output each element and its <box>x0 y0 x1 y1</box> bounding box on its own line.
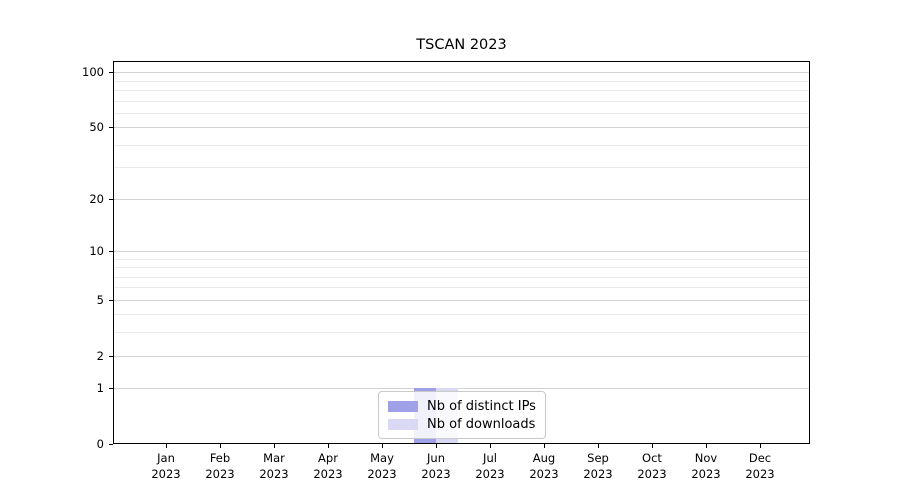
y-tick-mark <box>109 444 113 445</box>
x-tick-year: 2023 <box>637 466 667 481</box>
x-tick-month: Oct <box>642 451 662 465</box>
y-tick-mark <box>109 127 113 129</box>
legend-swatch-downloads <box>388 418 418 430</box>
x-tick-mark <box>760 444 761 448</box>
x-tick-mark <box>598 444 599 448</box>
minor-gridline <box>113 100 810 102</box>
y-tick-label: 100 <box>82 65 104 80</box>
y-tick-label: 50 <box>89 120 104 135</box>
x-tick-month: Feb <box>209 451 231 465</box>
legend-swatch-distinct-ips <box>388 400 418 412</box>
x-tick-year: 2023 <box>313 466 343 481</box>
minor-gridline <box>113 267 810 268</box>
x-tick-year: 2023 <box>259 466 289 481</box>
major-gridline <box>113 355 810 357</box>
x-tick-label: Dec 2023 <box>730 451 790 482</box>
major-gridline <box>113 299 810 301</box>
y-tick-label: 10 <box>89 243 104 258</box>
x-tick-label: Jan 2023 <box>136 451 196 482</box>
x-tick-year: 2023 <box>151 466 181 481</box>
x-tick-year: 2023 <box>745 466 775 481</box>
y-tick-mark <box>109 388 113 390</box>
x-tick-mark <box>328 444 329 448</box>
y-tick-label: 0 <box>96 437 104 451</box>
x-tick-label: Jul 2023 <box>460 451 520 482</box>
y-tick-label: 5 <box>96 292 104 307</box>
x-tick-label: Mar 2023 <box>244 451 304 482</box>
x-tick-year: 2023 <box>583 466 613 481</box>
minor-gridline <box>113 332 810 334</box>
x-tick-mark <box>382 444 383 448</box>
x-tick-month: May <box>370 451 394 465</box>
x-tick-month: Jul <box>483 451 497 465</box>
x-tick-year: 2023 <box>475 466 505 481</box>
x-tick-month: Apr <box>318 451 338 465</box>
legend-label-downloads: Nb of downloads <box>427 416 536 432</box>
x-tick-mark <box>436 444 437 448</box>
minor-gridline <box>113 89 810 91</box>
major-gridline <box>113 72 810 74</box>
x-tick-label: Aug 2023 <box>514 451 574 482</box>
x-tick-month: Mar <box>263 451 285 465</box>
x-tick-mark <box>220 444 221 448</box>
y-tick-mark <box>109 299 113 301</box>
x-tick-year: 2023 <box>367 466 397 481</box>
y-tick-mark <box>109 72 113 74</box>
x-tick-year: 2023 <box>205 466 235 481</box>
y-tick-mark <box>109 198 113 200</box>
major-gridline <box>113 388 810 390</box>
minor-gridline <box>113 276 810 278</box>
x-tick-mark <box>490 444 491 448</box>
minor-gridline <box>113 287 810 289</box>
x-tick-year: 2023 <box>529 466 559 481</box>
x-tick-label: Jun 2023 <box>406 451 466 482</box>
x-tick-label: Apr 2023 <box>298 451 358 482</box>
x-tick-year: 2023 <box>421 466 451 481</box>
x-tick-month: Jun <box>427 451 445 465</box>
plot-area <box>113 61 810 444</box>
x-tick-month: Jan <box>157 451 175 465</box>
x-tick-month: Nov <box>694 451 718 465</box>
legend-label-distinct-ips: Nb of distinct IPs <box>427 398 536 414</box>
major-gridline <box>113 198 810 200</box>
x-tick-mark <box>706 444 707 448</box>
minor-gridline <box>113 80 810 82</box>
x-tick-mark <box>274 444 275 448</box>
minor-gridline <box>113 112 810 114</box>
y-tick-label: 1 <box>96 381 104 396</box>
y-tick-label: 20 <box>89 191 104 206</box>
minor-gridline <box>113 167 810 169</box>
y-tick-mark <box>109 355 113 357</box>
x-tick-label: Oct 2023 <box>622 451 682 482</box>
x-tick-month: Dec <box>748 451 772 465</box>
x-tick-label: Feb 2023 <box>190 451 250 482</box>
legend-item-distinct-ips: Nb of distinct IPs <box>388 397 536 415</box>
x-tick-mark <box>544 444 545 448</box>
minor-gridline <box>113 144 810 146</box>
x-tick-label: Sep 2023 <box>568 451 628 482</box>
y-tick-label: 2 <box>96 348 104 363</box>
legend-item-downloads: Nb of downloads <box>388 415 536 433</box>
x-tick-year: 2023 <box>691 466 721 481</box>
y-tick-mark <box>109 250 113 252</box>
major-gridline <box>113 127 810 129</box>
x-tick-mark <box>166 444 167 448</box>
x-tick-month: Aug <box>532 451 556 465</box>
major-gridline <box>113 250 810 252</box>
x-tick-label: Nov 2023 <box>676 451 736 482</box>
minor-gridline <box>113 258 810 260</box>
legend: Nb of distinct IPs Nb of downloads <box>378 391 546 439</box>
x-tick-label: May 2023 <box>352 451 412 482</box>
x-tick-mark <box>652 444 653 448</box>
chart-title: TSCAN 2023 <box>416 37 507 53</box>
x-tick-month: Sep <box>587 451 609 465</box>
minor-gridline <box>113 314 810 316</box>
